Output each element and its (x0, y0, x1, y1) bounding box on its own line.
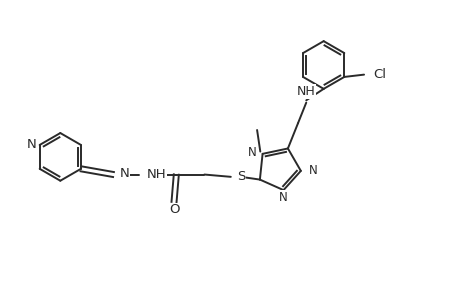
Text: N: N (119, 167, 129, 180)
Text: NH: NH (296, 85, 315, 98)
Text: S: S (236, 170, 245, 183)
Text: N: N (247, 146, 256, 158)
Text: NH: NH (146, 168, 166, 181)
Text: O: O (168, 203, 179, 216)
Text: N: N (27, 139, 37, 152)
Text: N: N (279, 191, 287, 204)
Text: Cl: Cl (372, 68, 386, 81)
Text: N: N (308, 164, 317, 177)
